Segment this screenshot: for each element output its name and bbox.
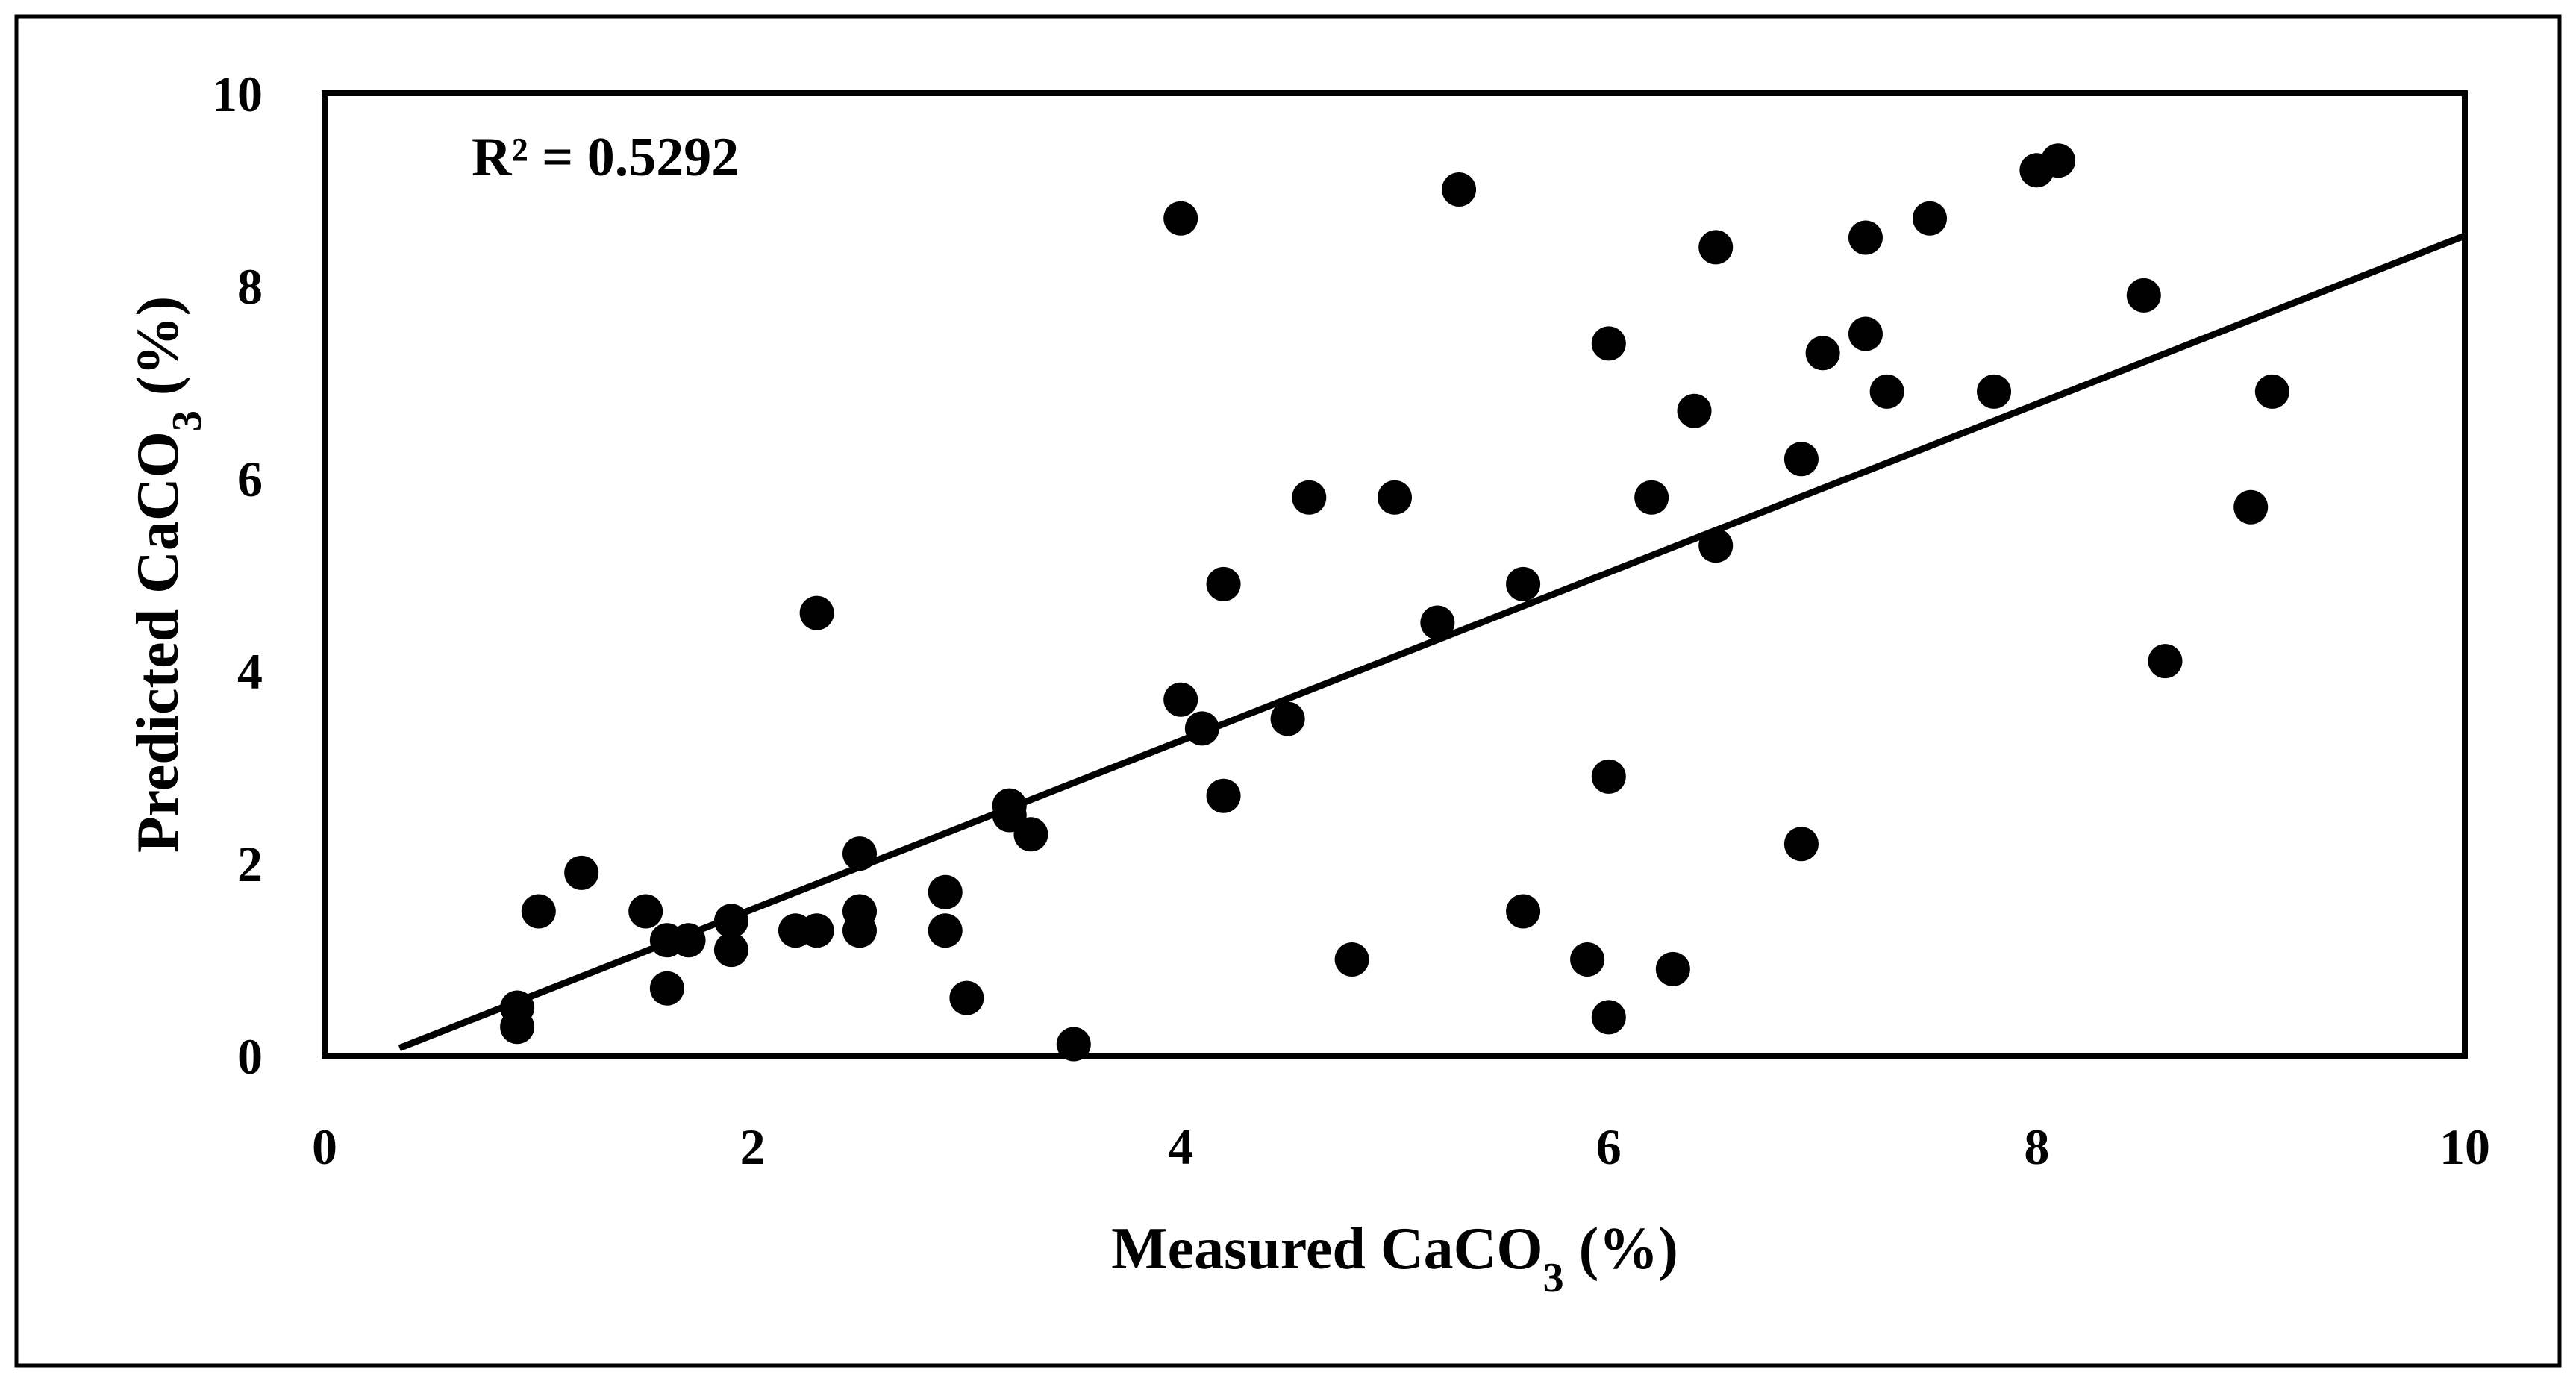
- data-point: [1163, 682, 1198, 717]
- r-squared-annotation: R² = 0.5292: [472, 127, 739, 188]
- data-point: [1506, 894, 1541, 929]
- data-point: [1977, 374, 2012, 409]
- data-point: [2148, 644, 2183, 679]
- data-point: [2126, 278, 2161, 313]
- data-point: [1783, 827, 1819, 862]
- data-point: [842, 836, 877, 871]
- data-point: [1677, 393, 1712, 428]
- data-point: [1913, 201, 1947, 236]
- data-point: [1591, 326, 1626, 361]
- data-point: [799, 913, 834, 948]
- y-tick-label: 0: [237, 1028, 263, 1085]
- plot-area: [322, 90, 2468, 1059]
- y-tick-label: 10: [212, 66, 263, 122]
- data-point: [521, 894, 556, 929]
- data-point: [1206, 778, 1241, 813]
- data-point: [842, 913, 877, 948]
- data-point: [1056, 1027, 1091, 1062]
- y-tick-label: 4: [237, 643, 263, 700]
- data-point: [1334, 942, 1369, 977]
- data-point: [2041, 143, 2076, 178]
- data-point: [1591, 1000, 1626, 1035]
- y-axis-label-prefix: Predicted CaCO: [125, 431, 191, 853]
- x-axis-label-subscript: 3: [1543, 1255, 1564, 1301]
- data-point: [928, 874, 963, 909]
- data-point: [628, 894, 663, 929]
- y-axis-ticks: 0 2 4 6 8 10: [212, 66, 263, 1085]
- data-point: [799, 595, 834, 630]
- data-point: [713, 933, 748, 968]
- data-point: [671, 923, 706, 958]
- x-tick-label: 0: [312, 1118, 337, 1175]
- y-axis-label: Predicted CaCO3 (%): [125, 296, 210, 853]
- data-point: [1506, 566, 1541, 601]
- data-points: [500, 143, 2289, 1062]
- data-point: [1655, 951, 1690, 986]
- data-point: [928, 913, 963, 948]
- data-point: [1206, 566, 1241, 601]
- x-tick-label: 4: [1168, 1118, 1193, 1175]
- x-axis-label-suffix: (%): [1564, 1216, 1678, 1282]
- data-point: [1805, 336, 1840, 371]
- data-point: [1570, 942, 1605, 977]
- data-point: [949, 980, 984, 1015]
- data-point: [649, 971, 684, 1006]
- y-axis-label-suffix: (%): [125, 296, 191, 410]
- data-point: [1869, 374, 1904, 409]
- y-tick-label: 6: [237, 451, 263, 507]
- data-point: [1184, 711, 1219, 746]
- x-axis-label-prefix: Measured CaCO: [1111, 1216, 1542, 1282]
- data-point: [1848, 316, 1883, 351]
- data-point: [1698, 528, 1734, 563]
- data-point: [2233, 489, 2269, 525]
- data-point: [1420, 605, 1455, 640]
- data-point: [1783, 442, 1819, 477]
- data-point: [1591, 759, 1626, 794]
- data-point: [1634, 480, 1669, 515]
- data-point: [1442, 172, 1477, 207]
- data-point: [564, 855, 599, 890]
- x-tick-label: 8: [2024, 1118, 2049, 1175]
- y-tick-label: 8: [237, 258, 263, 315]
- data-point: [1270, 701, 1305, 736]
- data-point: [713, 904, 748, 939]
- data-point: [1163, 201, 1198, 236]
- x-axis-label: Measured CaCO3 (%): [1111, 1216, 1678, 1301]
- x-tick-label: 2: [740, 1118, 766, 1175]
- y-axis-label-subscript: 3: [164, 410, 210, 431]
- y-tick-label: 2: [237, 836, 263, 892]
- data-point: [1013, 817, 1048, 852]
- x-axis-ticks: 0 2 4 6 8 10: [312, 1118, 2490, 1175]
- data-point: [500, 1009, 535, 1045]
- x-tick-label: 6: [1596, 1118, 1622, 1175]
- data-point: [2254, 374, 2289, 409]
- data-point: [1378, 480, 1412, 515]
- x-tick-label: 10: [2439, 1118, 2490, 1175]
- data-point: [1848, 220, 1883, 255]
- data-point: [1292, 480, 1327, 515]
- data-point: [1698, 230, 1734, 265]
